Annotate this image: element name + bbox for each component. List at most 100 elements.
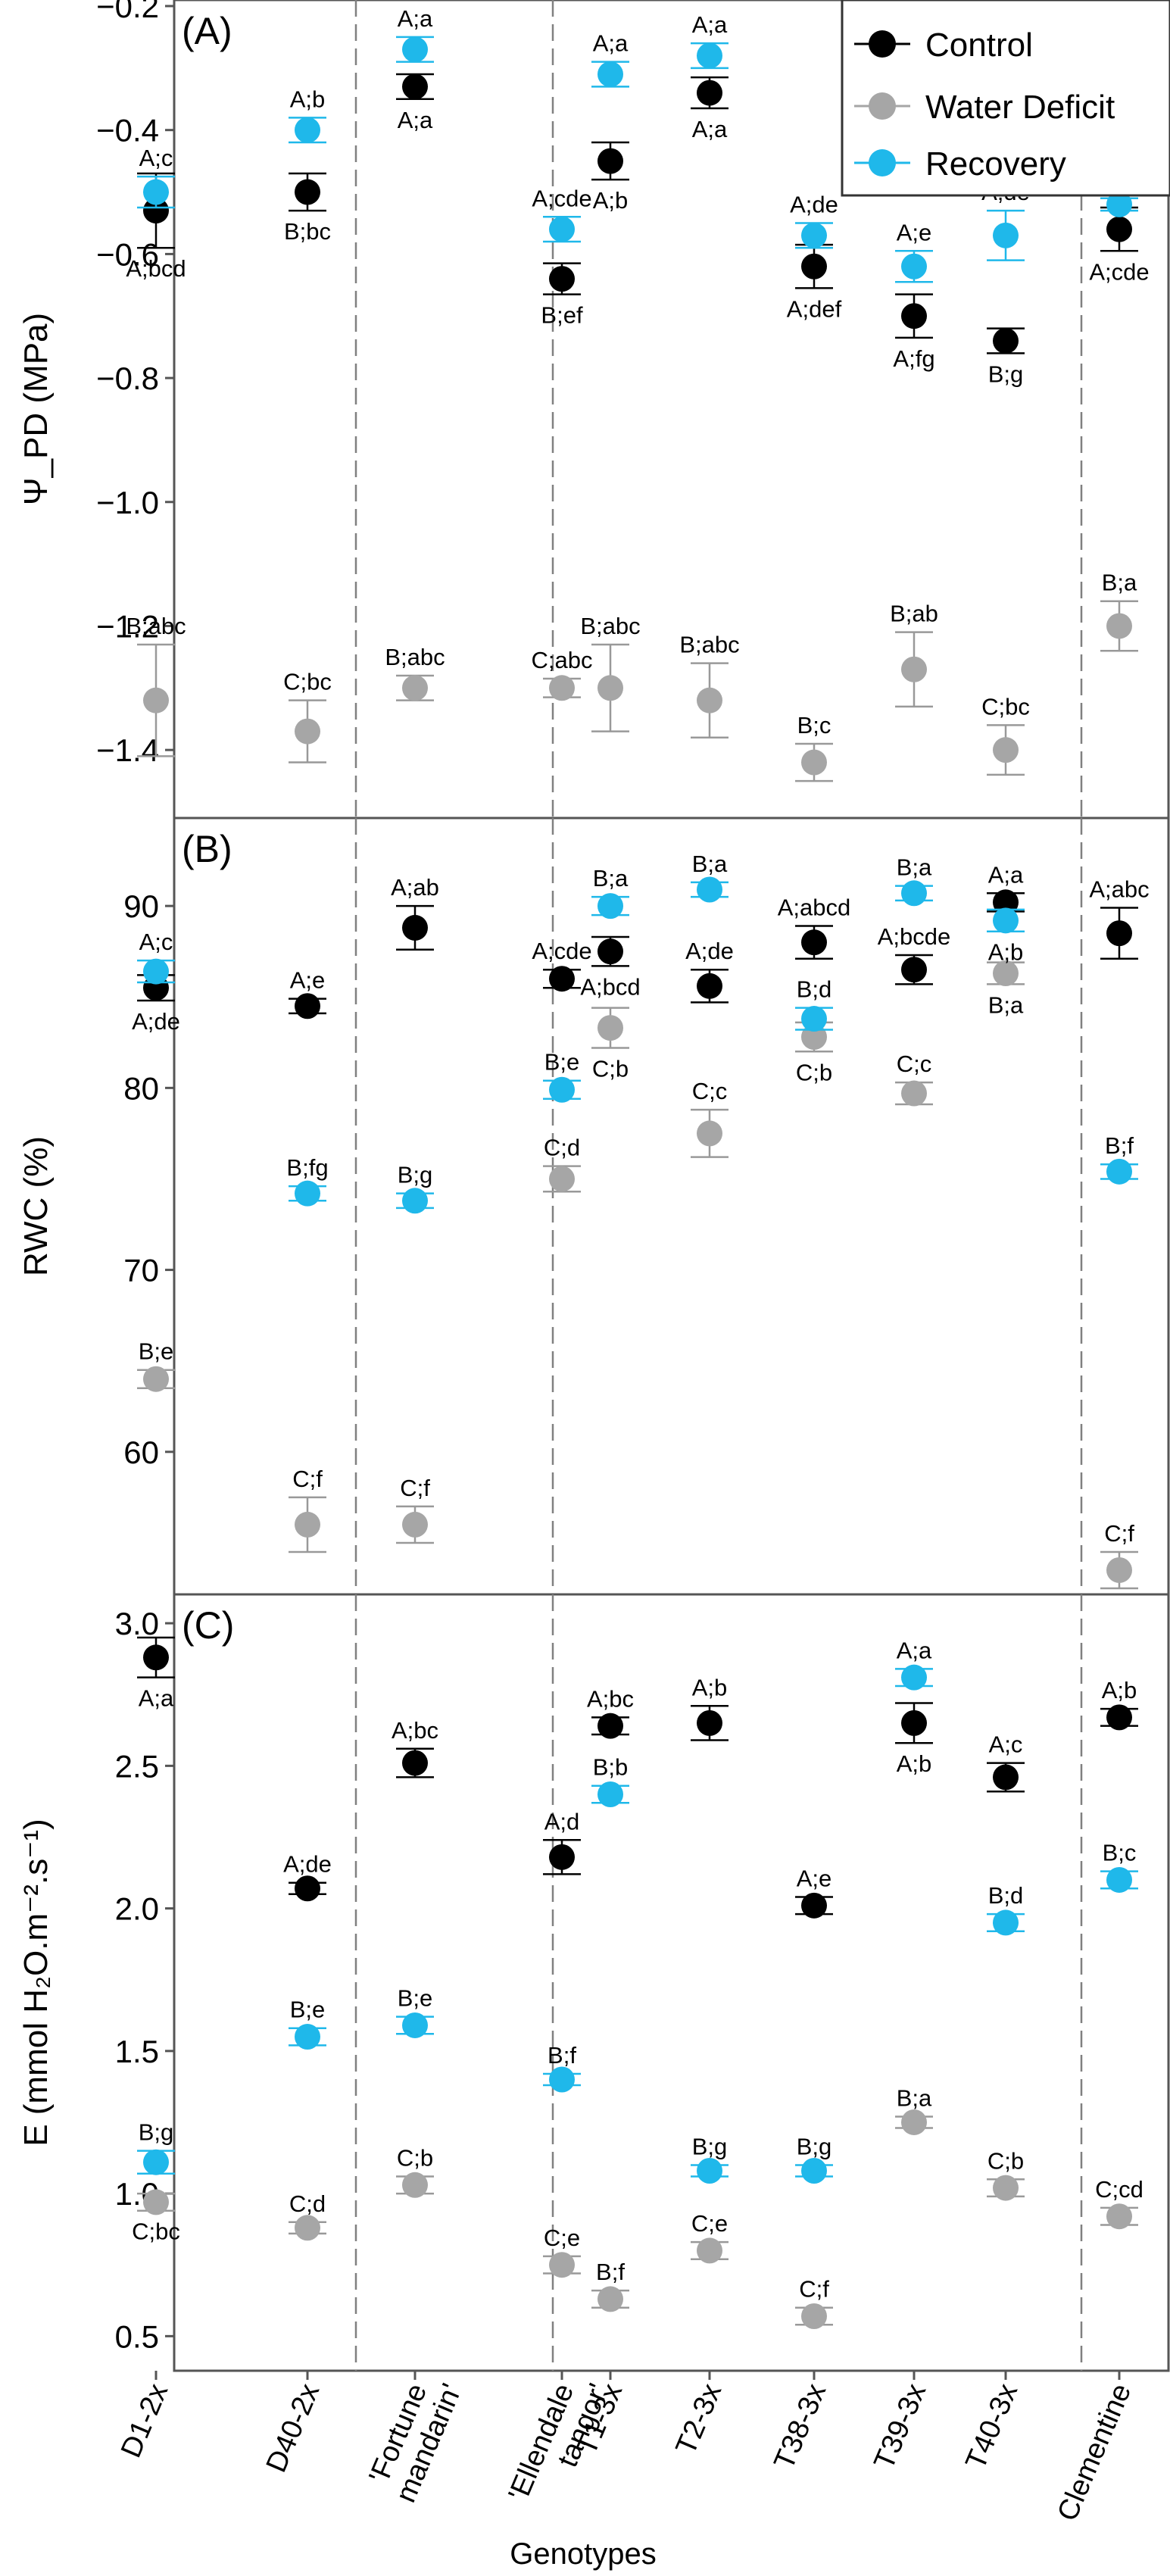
data-label: A;ab — [391, 874, 439, 901]
data-point — [549, 966, 575, 992]
data-point — [402, 2172, 428, 2198]
data-label: A;bcd — [126, 255, 186, 282]
data-point — [143, 198, 169, 224]
data-label: A;a — [593, 30, 629, 57]
data-point — [1106, 920, 1132, 947]
series-control: A;a A;de A;bc A;d A;bc A;b A;e A;b A;c A;b — [137, 1636, 1138, 1919]
series-control: A;bcd B;bc A;a B;ef A;b A;a A;def A;fg B;g A;cde — [126, 73, 1150, 387]
data-point — [295, 1511, 320, 1538]
data-point — [402, 675, 428, 701]
x-axis-title: Genotypes — [510, 2537, 656, 2571]
x-tick-label: T2-3x — [670, 2379, 729, 2459]
data-point — [402, 1750, 428, 1776]
panel-letter: (B) — [182, 828, 232, 870]
data-label: C;c — [692, 1078, 728, 1104]
data-point — [993, 327, 1019, 354]
data-label: A;a — [398, 5, 433, 32]
data-label: A;c — [139, 929, 173, 955]
data-label: C;b — [592, 1055, 629, 1082]
y-axis-title: E (mmol H₂O.m⁻².s⁻¹) — [17, 1819, 55, 2147]
data-point — [901, 957, 927, 983]
data-label: A;de — [283, 1851, 332, 1878]
data-point — [143, 1366, 169, 1392]
y-tick-label: −0.6 — [96, 236, 159, 272]
data-label: A;bcde — [878, 923, 951, 950]
data-label: C;f — [1104, 1520, 1134, 1547]
data-label: A;a — [398, 107, 433, 133]
data-point — [993, 960, 1019, 986]
data-label: B;a — [988, 991, 1024, 1018]
series-recovery: A;c B;fg B;g B;e B;a B;a B;d B;a A;b B;f — [137, 851, 1138, 1214]
y-tick-label: −0.4 — [96, 113, 159, 148]
data-point — [697, 687, 722, 713]
data-point — [597, 893, 623, 920]
data-label: B;g — [139, 2119, 174, 2146]
data-label: A;cde — [532, 938, 591, 964]
data-label: B;e — [139, 1338, 174, 1365]
data-label: C;bc — [283, 669, 332, 695]
panel-letter: (C) — [182, 1604, 234, 1647]
data-point — [697, 2157, 722, 2184]
data-label: B;abc — [679, 632, 739, 658]
data-label: A;a — [988, 861, 1024, 888]
data-label: C;b — [987, 2147, 1024, 2174]
data-label: A;e — [290, 967, 326, 994]
data-point — [597, 1713, 623, 1739]
data-label: A;b — [897, 1750, 932, 1777]
data-point — [1106, 613, 1132, 639]
data-point — [993, 1909, 1019, 1936]
data-label: C;f — [400, 1475, 430, 1501]
y-tick-label: 80 — [123, 1070, 159, 1106]
data-label: A;a — [692, 11, 728, 38]
data-point — [901, 656, 927, 682]
data-point — [1106, 1866, 1132, 1893]
y-tick-label: −0.2 — [96, 0, 159, 24]
data-point — [549, 1076, 575, 1103]
data-label: A;e — [797, 1866, 832, 1892]
data-point — [801, 749, 827, 776]
data-point — [597, 61, 623, 88]
data-label: C;e — [691, 2210, 728, 2237]
data-label: B;a — [593, 865, 629, 891]
y-tick-label: −0.8 — [96, 361, 159, 396]
series-deficit: B;abc C;bc B;abc C;abc B;abc B;abc B;c B;ab C;bc… — [126, 570, 1138, 782]
data-label: B;c — [1103, 1840, 1137, 1866]
data-point — [697, 80, 722, 106]
data-label: C;abc — [532, 647, 593, 673]
data-point — [295, 1875, 320, 1902]
data-label: A;b — [1102, 1677, 1137, 1703]
data-label: A;d — [544, 1808, 580, 1834]
data-label: A;de — [790, 191, 838, 217]
data-point — [549, 1166, 575, 1192]
legend-label-deficit: Water Deficit — [925, 89, 1115, 126]
data-label: C;e — [544, 2225, 580, 2251]
data-point — [597, 2286, 623, 2312]
series-control: A;de A;e A;ab A;cde A;bcd A;de A;abcd A;bcde A;a… — [132, 861, 1150, 1035]
y-axis-title: RWC (%) — [17, 1136, 55, 1276]
panel-1: (A) −0.2 −0.4 −0.6 −0.8 −1.0 −1.2 −1.4 Ψ_PD (MPa… — [17, 0, 1170, 820]
data-label: C;b — [796, 1059, 832, 1085]
data-label: A;b — [593, 187, 629, 214]
data-label: A;de — [132, 1008, 180, 1035]
data-point — [901, 303, 927, 329]
data-label: A;cde — [532, 185, 591, 211]
data-label: C;b — [397, 2145, 433, 2172]
data-point — [295, 2215, 320, 2241]
data-label: B;ab — [890, 601, 938, 627]
data-point — [597, 148, 623, 174]
data-label: B;abc — [580, 613, 640, 639]
data-point — [295, 117, 320, 143]
data-label: A;def — [787, 295, 842, 322]
series-deficit: B;e C;f C;f C;d C;b C;c C;b C;c B;a C;f — [137, 960, 1138, 1590]
data-point — [801, 253, 827, 279]
data-point — [1106, 1557, 1132, 1583]
data-label: B;b — [593, 1754, 629, 1781]
data-label: B;a — [897, 854, 932, 881]
data-label: A;bcd — [580, 973, 640, 1000]
data-label: B;e — [544, 1049, 580, 1076]
data-point — [143, 2189, 169, 2215]
y-tick-label: 60 — [123, 1435, 159, 1470]
data-point — [295, 718, 320, 745]
data-point — [549, 2252, 575, 2278]
